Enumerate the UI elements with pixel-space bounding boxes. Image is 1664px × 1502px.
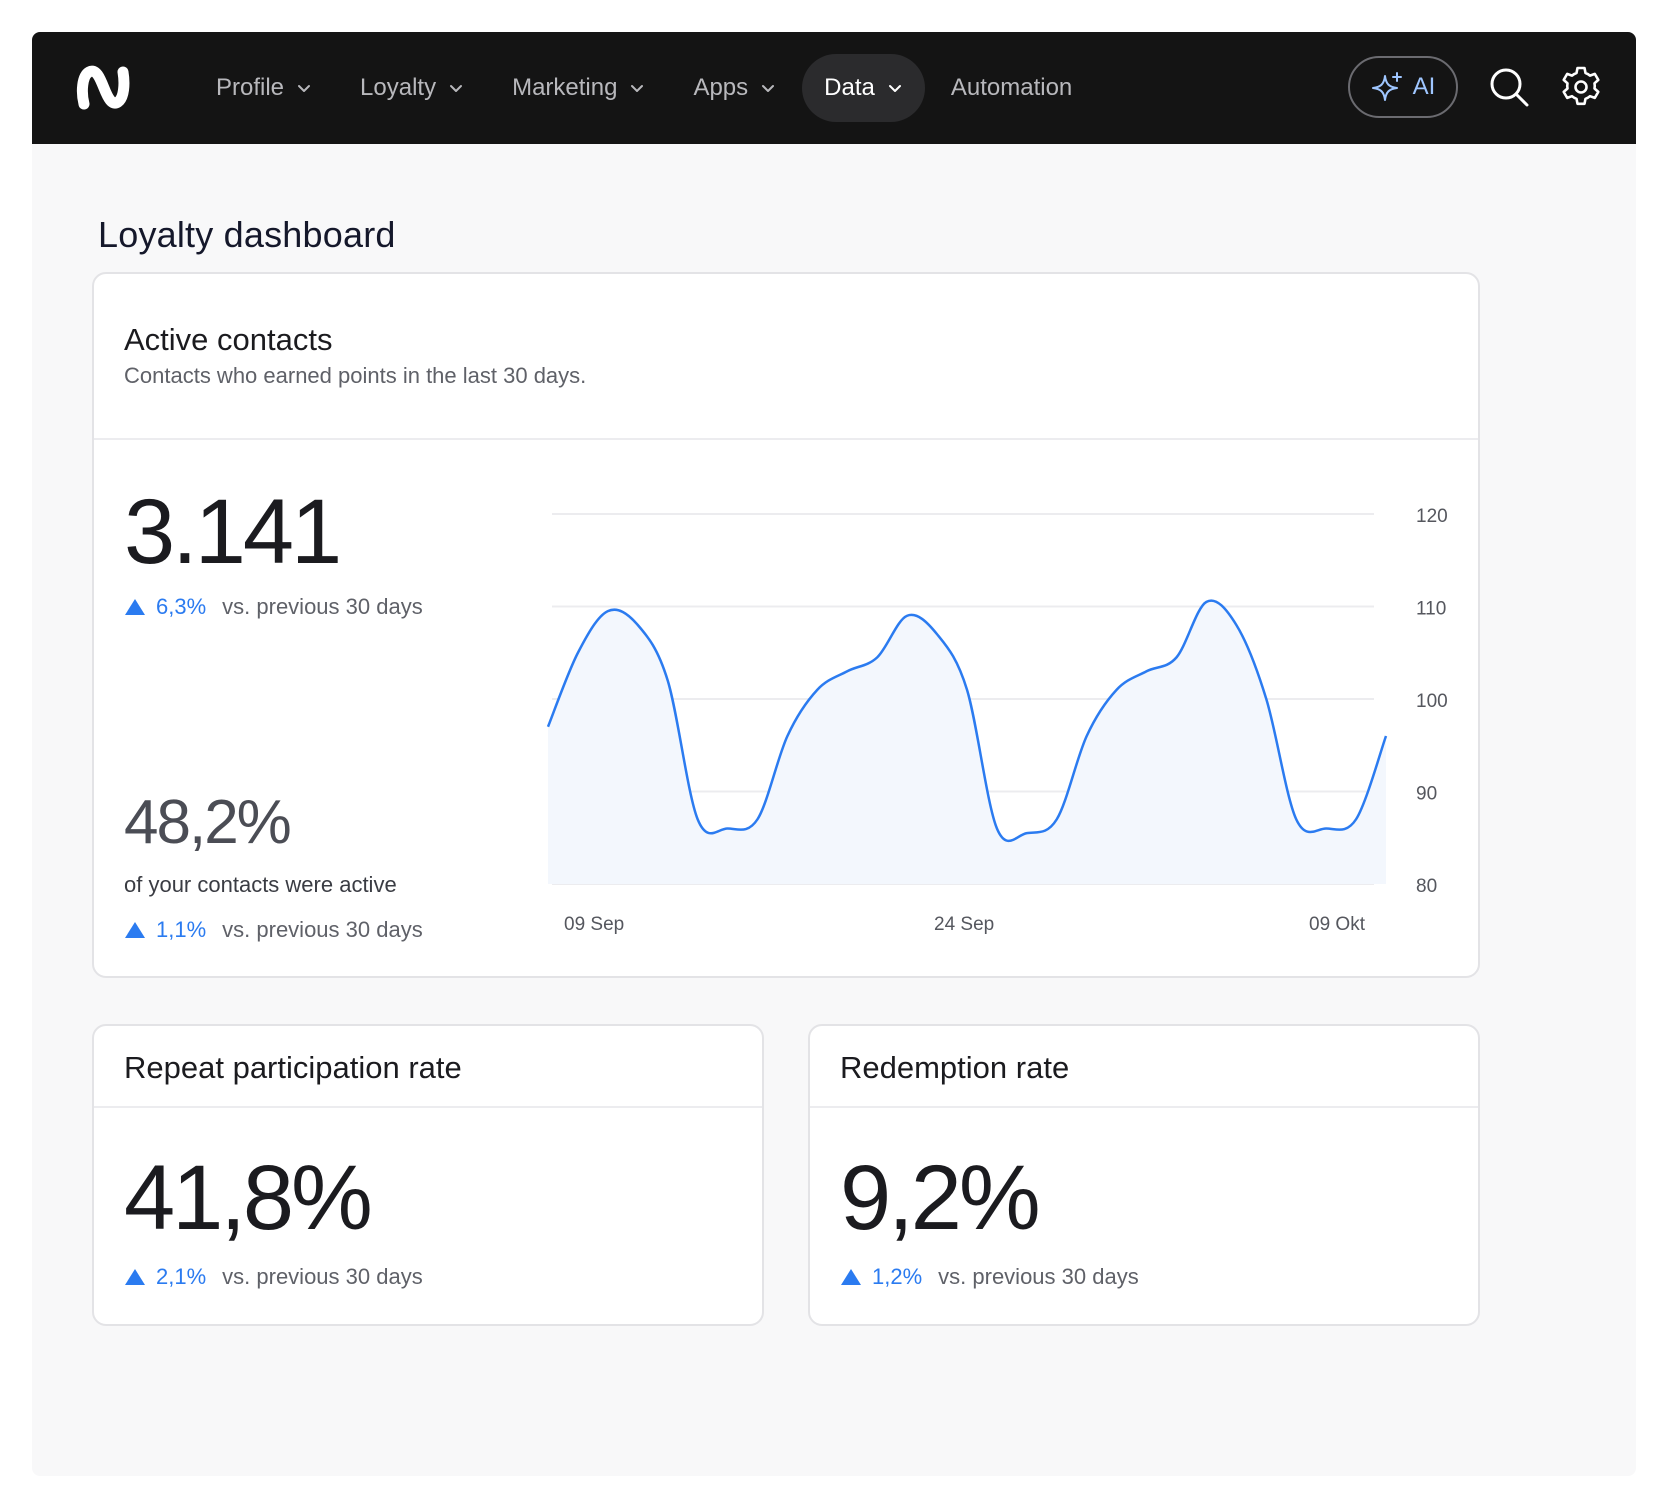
active-contacts-chart: 120 110 100 90 80 09 Sep 24 Sep 09 Okt	[546, 506, 1448, 935]
sparkle-icon	[1371, 72, 1402, 101]
gear-icon[interactable]	[1558, 64, 1604, 110]
nav-item-label: Loyalty	[360, 74, 437, 101]
delta-percent: 1,2%	[872, 1264, 923, 1289]
chart-x-tick-label: 09 Sep	[564, 914, 624, 935]
delta-percent: 1,1%	[156, 917, 207, 942]
card-title: Active contacts	[124, 322, 333, 357]
redemption-rate-card: Redemption rate 9,2% 1,2% vs. previous 3…	[808, 1024, 1480, 1326]
card-title: Redemption rate	[840, 1050, 1070, 1085]
top-navigation-bar: Profile Loyalty Marketing Apps Data Auto…	[32, 32, 1636, 144]
active-contacts-value: 3.141	[124, 481, 342, 583]
nav-item-data[interactable]: Data	[802, 54, 925, 122]
nav-item-label: Profile	[216, 74, 285, 101]
card-subtitle: Contacts who earned points in the last 3…	[124, 363, 587, 388]
delta-comparison: vs. previous 30 days	[938, 1264, 1139, 1289]
page-title: Loyalty dashboard	[98, 214, 396, 255]
nav-item-automation[interactable]: Automation	[929, 54, 1094, 122]
redemption-rate-value: 9,2%	[840, 1147, 1041, 1249]
active-contacts-delta: 6,3% vs. previous 30 days	[124, 594, 423, 620]
nav-item-profile[interactable]: Profile	[194, 54, 334, 122]
delta-comparison: vs. previous 30 days	[222, 594, 423, 619]
ai-button[interactable]: AI	[1348, 56, 1458, 118]
active-share-text: of your contacts were active	[124, 872, 397, 897]
chart-series-line	[546, 599, 1388, 843]
active-contacts-card: Active contacts Contacts who earned poin…	[92, 272, 1480, 978]
chevron-down-icon	[450, 85, 463, 92]
triangle-up-icon	[125, 922, 145, 938]
repeat-participation-card: Repeat participation rate 41,8% 2,1% vs.…	[92, 1024, 764, 1326]
redemption-rate-delta: 1,2% vs. previous 30 days	[840, 1264, 1139, 1290]
chevron-down-icon	[762, 85, 775, 92]
search-icon[interactable]	[1486, 64, 1532, 110]
nav-item-label: Apps	[693, 74, 749, 101]
nav-item-apps[interactable]: Apps	[671, 54, 798, 122]
chevron-down-icon	[888, 85, 901, 92]
brand-logo-icon[interactable]	[74, 62, 134, 112]
repeat-participation-value: 41,8%	[124, 1147, 373, 1249]
nav-item-label: Automation	[950, 74, 1073, 101]
nav-item-label: Marketing	[512, 74, 618, 101]
ai-button-label: AI	[1412, 73, 1436, 100]
chart-y-tick-label: 120	[1416, 506, 1448, 527]
nav-item-label: Data	[824, 74, 875, 101]
active-share-delta: 1,1% vs. previous 30 days	[124, 917, 423, 943]
card-header: Active contacts Contacts who earned poin…	[94, 274, 1478, 440]
nav-item-loyalty[interactable]: Loyalty	[338, 54, 486, 122]
chart-y-tick-label: 90	[1416, 784, 1437, 805]
chart-x-tick-label: 24 Sep	[934, 914, 994, 935]
main-nav: Profile Loyalty Marketing Apps Data Auto…	[194, 54, 1094, 122]
active-share-value: 48,2%	[124, 788, 292, 857]
card-header: Repeat participation rate	[94, 1026, 762, 1108]
chart-y-tick-label: 100	[1416, 691, 1448, 712]
delta-comparison: vs. previous 30 days	[222, 917, 423, 942]
chart-y-tick-label: 80	[1416, 876, 1437, 897]
chevron-down-icon	[631, 85, 644, 92]
app-window: Profile Loyalty Marketing Apps Data Auto…	[32, 32, 1636, 1476]
chart-y-tick-label: 110	[1416, 599, 1446, 620]
delta-percent: 6,3%	[156, 594, 207, 619]
chart-area-fill	[548, 600, 1386, 884]
repeat-participation-delta: 2,1% vs. previous 30 days	[124, 1264, 423, 1290]
chevron-down-icon	[298, 85, 311, 92]
chart-x-tick-label: 09 Okt	[1309, 914, 1366, 935]
nav-item-marketing[interactable]: Marketing	[490, 54, 667, 122]
card-header: Redemption rate	[810, 1026, 1478, 1108]
delta-comparison: vs. previous 30 days	[222, 1264, 423, 1289]
triangle-up-icon	[125, 1269, 145, 1285]
delta-percent: 2,1%	[156, 1264, 207, 1289]
triangle-up-icon	[841, 1269, 861, 1285]
triangle-up-icon	[125, 599, 145, 615]
card-title: Repeat participation rate	[124, 1050, 462, 1085]
